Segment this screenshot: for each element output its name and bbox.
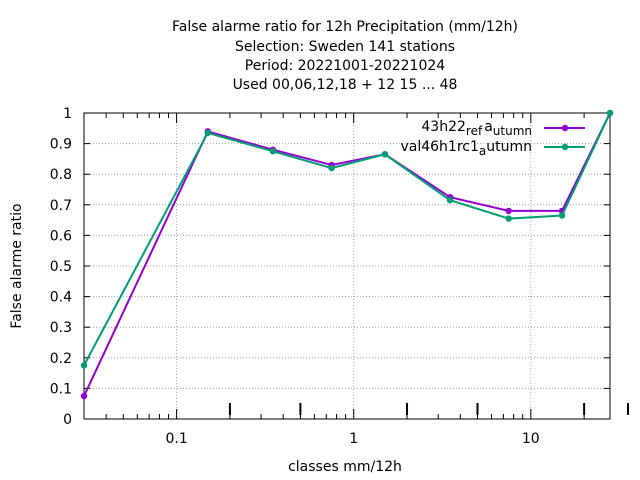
y-tick-label: 0.2: [50, 351, 72, 367]
series-point-2: [446, 197, 454, 204]
series-point-2: [80, 362, 88, 369]
grid: [84, 113, 610, 419]
x-tick-label: 10: [522, 431, 540, 447]
title-line-1: False alarme ratio for 12h Precipitation…: [172, 19, 518, 35]
y-tick-label: 0.7: [50, 198, 72, 214]
y-tick-label: 0.3: [50, 320, 72, 336]
axes: [83, 112, 629, 420]
y-tick-label: 0.5: [50, 259, 72, 275]
y-axis-label: False alarme ratio: [9, 203, 25, 328]
legend-part: val46h1rc1: [400, 139, 478, 155]
x-tick-labels: 0.1 1 10: [165, 431, 539, 447]
series-point-2: [558, 212, 566, 219]
legend-label-series-2: val46h1rc1autumn: [400, 139, 532, 158]
series-point-2: [204, 129, 211, 137]
legend-part: a: [484, 119, 493, 135]
chart-title: False alarme ratio for 12h Precipitation…: [172, 19, 518, 93]
legend-marker-series-2: [561, 143, 569, 151]
series-point-2: [505, 215, 512, 222]
x-tick-label: 1: [349, 431, 358, 447]
y-tick-labels: 0 0.1 0.2 0.3 0.4 0.5 0.6 0.7 0.8 0.9 1: [50, 106, 72, 428]
y-tick-label: 0: [63, 412, 72, 428]
title-line-3: Period: 20221001-20221024: [245, 58, 445, 74]
legend-subscript: a: [479, 144, 486, 158]
legend: 43h22ref autumn val46h1rc1autumn: [400, 119, 585, 158]
y-tick-label: 0.9: [50, 137, 72, 153]
x-tick-label: 0.1: [165, 431, 187, 447]
legend-subscript: ref: [466, 124, 483, 138]
plot-border: [83, 112, 611, 420]
series-point-2: [269, 148, 277, 155]
y-tick-label: 1: [63, 106, 72, 122]
x-axis-label: classes mm/12h: [288, 459, 402, 475]
legend-marker-series-1: [561, 124, 569, 132]
y-tick-label: 0.1: [50, 381, 72, 397]
y-tick-label: 0.4: [50, 290, 72, 306]
legend-part: utumn: [486, 139, 532, 155]
series-point-1: [505, 207, 512, 215]
series-point-2: [328, 164, 335, 172]
y-tick-label: 0.8: [50, 167, 72, 183]
series-point-2: [606, 109, 614, 117]
series-point-1: [80, 392, 88, 400]
title-line-4: Used 00,06,12,18 + 12 15 ... 48: [233, 77, 458, 93]
legend-label-series-1: 43h22ref autumn: [421, 119, 532, 138]
series: [80, 109, 614, 400]
series-point-2: [381, 151, 389, 158]
legend-subscript: utumn: [493, 124, 532, 138]
y-tick-label: 0.6: [50, 228, 72, 244]
legend-part: 43h22: [421, 119, 466, 135]
title-line-2: Selection: Sweden 141 stations: [235, 39, 455, 55]
